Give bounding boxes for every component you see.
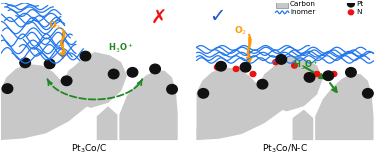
Text: inomer: inomer	[290, 9, 315, 15]
Circle shape	[347, 1, 354, 7]
Circle shape	[2, 84, 13, 93]
Circle shape	[150, 64, 160, 74]
Circle shape	[44, 59, 55, 69]
Text: Pt$_3$Co/N-C: Pt$_3$Co/N-C	[262, 143, 308, 155]
Text: H$_3$O$^+$: H$_3$O$^+$	[108, 42, 134, 55]
Circle shape	[127, 68, 138, 77]
Circle shape	[273, 60, 279, 65]
Polygon shape	[1, 59, 104, 140]
Polygon shape	[257, 55, 323, 111]
Circle shape	[305, 73, 310, 78]
Text: Carbon: Carbon	[290, 1, 316, 7]
Circle shape	[323, 71, 334, 81]
Circle shape	[250, 71, 256, 77]
Circle shape	[199, 90, 205, 95]
Text: ✓: ✓	[209, 7, 225, 26]
Circle shape	[257, 79, 268, 89]
Circle shape	[345, 68, 356, 77]
Circle shape	[233, 66, 239, 71]
Polygon shape	[1, 127, 14, 140]
Text: Pt: Pt	[356, 1, 363, 7]
Polygon shape	[61, 52, 127, 108]
Text: ✗: ✗	[151, 9, 167, 28]
Circle shape	[331, 71, 337, 77]
Circle shape	[167, 84, 177, 94]
Circle shape	[198, 89, 209, 98]
Circle shape	[20, 58, 31, 68]
Polygon shape	[119, 71, 178, 140]
Circle shape	[314, 71, 320, 77]
Circle shape	[61, 76, 72, 86]
Circle shape	[291, 63, 297, 68]
Circle shape	[348, 10, 353, 15]
Circle shape	[276, 55, 287, 64]
FancyBboxPatch shape	[276, 0, 288, 8]
Circle shape	[214, 65, 220, 70]
Text: Pt$_3$Co/C: Pt$_3$Co/C	[71, 143, 107, 155]
Text: N: N	[356, 9, 361, 15]
Circle shape	[304, 73, 315, 82]
Polygon shape	[315, 74, 373, 140]
Circle shape	[216, 62, 226, 71]
Text: H$_3$O$^+$: H$_3$O$^+$	[293, 59, 318, 72]
Text: O$_2$: O$_2$	[48, 19, 61, 32]
Polygon shape	[197, 62, 300, 140]
Circle shape	[108, 69, 119, 79]
Polygon shape	[197, 128, 208, 140]
Text: O$_2$: O$_2$	[234, 24, 247, 37]
Circle shape	[363, 89, 373, 98]
Circle shape	[348, 71, 354, 77]
Polygon shape	[97, 106, 118, 140]
Polygon shape	[293, 110, 313, 140]
Circle shape	[365, 90, 371, 95]
Circle shape	[80, 51, 91, 61]
Circle shape	[240, 62, 251, 72]
